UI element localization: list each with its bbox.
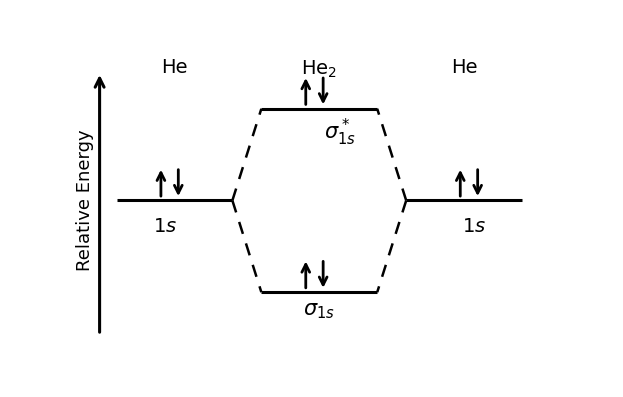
- Text: $\sigma^*_{\mathit{1s}}$: $\sigma^*_{\mathit{1s}}$: [324, 116, 356, 148]
- Text: $\mathit{1s}$: $\mathit{1s}$: [153, 217, 177, 236]
- Text: He$_2$: He$_2$: [302, 58, 337, 80]
- Text: $\mathit{1s}$: $\mathit{1s}$: [462, 217, 486, 236]
- Text: $\sigma_{\mathit{1s}}$: $\sigma_{\mathit{1s}}$: [303, 301, 335, 321]
- Text: He: He: [161, 58, 188, 77]
- Text: He: He: [451, 58, 477, 77]
- Text: Relative Energy: Relative Energy: [76, 130, 94, 271]
